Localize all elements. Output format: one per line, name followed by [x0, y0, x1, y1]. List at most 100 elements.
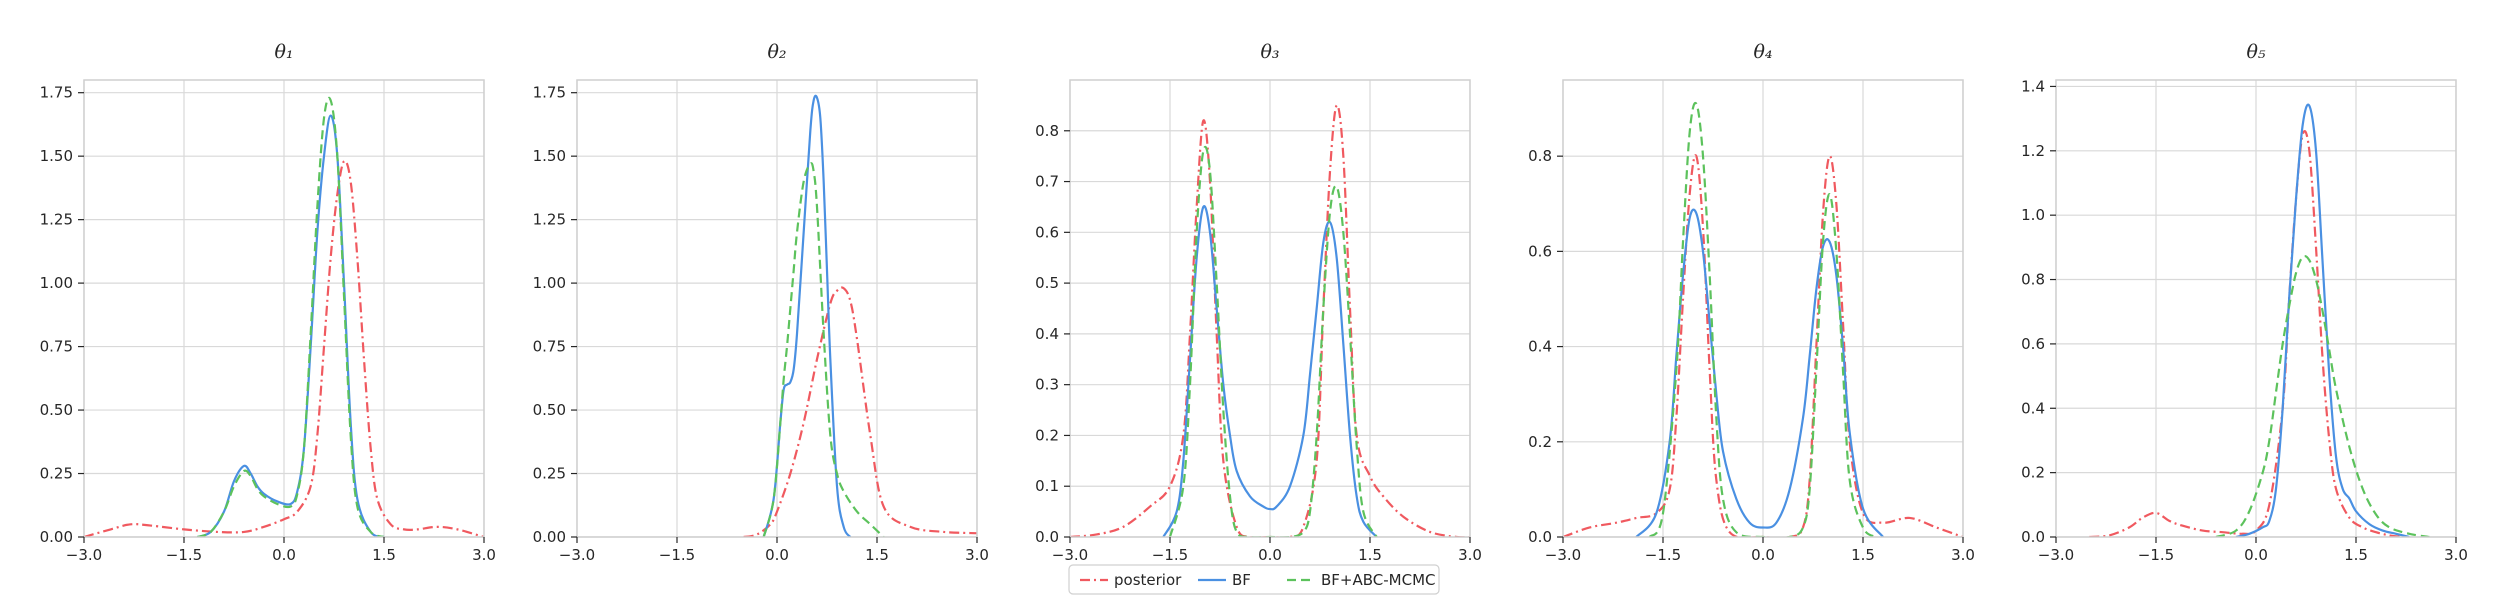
x-tick-label: 0.0: [765, 546, 789, 564]
x-tick-label: 1.5: [865, 546, 889, 564]
y-tick-label: 0.1: [1035, 477, 1059, 495]
y-tick-label: 1.50: [40, 147, 73, 165]
series-line-bf: [1162, 205, 1378, 537]
x-tick-label: 1.5: [372, 546, 396, 564]
x-tick-label: −1.5: [166, 546, 202, 564]
x-tick-label: 3.0: [1458, 546, 1482, 564]
x-tick-label: −1.5: [1152, 546, 1188, 564]
x-tick-label: 0.0: [2244, 546, 2268, 564]
x-tick-label: 0.0: [272, 546, 296, 564]
y-tick-label: 0.25: [533, 465, 566, 483]
series-group: [2089, 103, 2430, 537]
x-tick-label: 1.5: [1851, 546, 1875, 564]
y-tick-label: 0.00: [533, 528, 566, 546]
y-tick-label: 1.50: [533, 147, 566, 165]
y-tick-label: 0.4: [1035, 325, 1059, 343]
y-tick-label: 0.7: [1035, 173, 1059, 191]
panel-2: −3.0 −1.5 0.0 1.5 3.0 0.00 0.25 0.50 0.75 1.00 1.2…: [533, 41, 989, 564]
legend-item: posterior: [1080, 571, 1182, 589]
y-tick-label: 0.2: [1528, 433, 1552, 451]
series-line-bf-abc-mcmc: [1168, 145, 1378, 537]
y-tick-label: 0.50: [533, 401, 566, 419]
series-group: [84, 96, 484, 537]
series-line-bf-abc-mcmc: [762, 162, 885, 537]
panel-5: −3.0 −1.5 0.0 1.5 3.0 0.0 0.2 0.4 0.6 0.8 1.0 1.2 1.…: [2021, 41, 2468, 564]
legend-item: BF+ABC-MCMC: [1287, 571, 1436, 589]
series-line-posterior: [1563, 154, 1963, 537]
legend-box: [1068, 564, 1440, 595]
y-tick-label: 0.0: [1035, 528, 1059, 546]
y-tick-label: 1.75: [40, 84, 73, 102]
y-tick-label: 0.50: [40, 401, 73, 419]
y-tick-label: 1.4: [2021, 77, 2045, 95]
y-tick-label: 0.0: [1528, 528, 1552, 546]
x-tick-label: 3.0: [2444, 546, 2468, 564]
panel-title: θ₂: [767, 41, 786, 63]
y-tick-label: 1.00: [533, 274, 566, 292]
y-tick-label: 0.75: [533, 338, 566, 356]
panels: −3.0 −1.5 0.0 1.5 3.0 0.00 0.25 0.50 0.75 1.00 1.2…: [40, 41, 2468, 564]
y-tick-label: 0.2: [2021, 464, 2045, 482]
series-line-bf-abc-mcmc: [1648, 101, 1877, 537]
x-tick-label: 0.0: [1751, 546, 1775, 564]
x-tick-label: −3.0: [559, 546, 595, 564]
y-tick-label: 0.3: [1035, 376, 1059, 394]
y-tick-label: 0.6: [2021, 335, 2045, 353]
panel-title: θ₅: [2246, 41, 2265, 63]
x-tick-label: 0.0: [1258, 546, 1282, 564]
x-tick-label: −3.0: [1052, 546, 1088, 564]
series-line-posterior: [84, 159, 484, 537]
series-line-posterior: [743, 286, 977, 537]
series-line-bf-abc-mcmc: [196, 96, 385, 537]
y-tick-label: 0.0: [2021, 528, 2045, 546]
y-tick-label: 1.2: [2021, 142, 2045, 160]
series-line-bf: [762, 94, 852, 537]
y-tick-label: 1.25: [533, 211, 566, 229]
panel-4: −3.0 −1.5 0.0 1.5 3.0 0.0 0.2 0.4 0.6 0.8 θ₄: [1528, 41, 1975, 564]
y-tick-label: 1.0: [2021, 206, 2045, 224]
y-tick-label: 1.00: [40, 274, 73, 292]
x-tick-label: −3.0: [66, 546, 102, 564]
y-tick-label: 0.2: [1035, 426, 1059, 444]
legend-label: BF: [1232, 571, 1251, 589]
y-tick-label: 0.8: [2021, 271, 2045, 289]
panel-3: −3.0 −1.5 0.0 1.5 3.0 0.0 0.1 0.2 0.3 0.4 0.5 0.6 0.…: [1035, 41, 1482, 564]
y-tick-label: 1.75: [533, 84, 566, 102]
x-tick-label: 1.5: [1358, 546, 1382, 564]
series-group: [1070, 104, 1470, 537]
y-tick-label: 0.8: [1035, 122, 1059, 140]
series-line-bf: [2235, 103, 2410, 537]
x-tick-label: 1.5: [2344, 546, 2368, 564]
panel-1: −3.0 −1.5 0.0 1.5 3.0 0.00 0.25 0.50 0.75 1.00 1.2…: [40, 41, 496, 564]
y-tick-label: 0.25: [40, 465, 73, 483]
y-tick-label: 0.8: [1528, 147, 1552, 165]
y-tick-label: 0.5: [1035, 274, 1059, 292]
y-tick-label: 0.4: [2021, 399, 2045, 417]
legend: posterior BF BF+ABC-MCMC: [1068, 564, 1440, 595]
series-line-posterior: [2089, 130, 2403, 537]
x-tick-label: −3.0: [2038, 546, 2074, 564]
panel-title: θ₄: [1753, 41, 1772, 63]
legend-label: posterior: [1114, 571, 1182, 589]
x-tick-label: 3.0: [1951, 546, 1975, 564]
x-tick-label: 3.0: [472, 546, 496, 564]
x-tick-label: −1.5: [1645, 546, 1681, 564]
x-tick-label: −3.0: [1545, 546, 1581, 564]
series-group: [743, 94, 977, 537]
series-line-bf-abc-mcmc: [2215, 254, 2430, 537]
series-line-bf: [1635, 208, 1884, 537]
panel-title: θ₃: [1260, 41, 1279, 63]
y-tick-label: 0.75: [40, 338, 73, 356]
series-group: [1563, 101, 1963, 537]
x-tick-label: 3.0: [965, 546, 989, 564]
series-line-bf: [196, 114, 385, 537]
legend-label: BF+ABC-MCMC: [1321, 571, 1436, 589]
legend-item: BF: [1198, 571, 1251, 589]
y-tick-label: 0.4: [1528, 338, 1552, 356]
x-tick-label: −1.5: [659, 546, 695, 564]
y-tick-label: 0.6: [1528, 242, 1552, 260]
y-tick-label: 1.25: [40, 211, 73, 229]
x-tick-label: −1.5: [2138, 546, 2174, 564]
